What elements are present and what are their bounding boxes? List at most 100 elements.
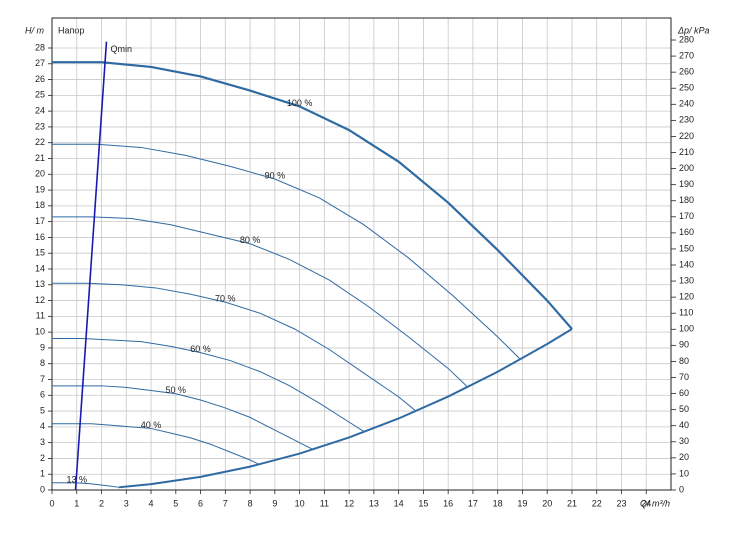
x-tick-label: 17 [468, 498, 478, 508]
y-tick-label: 7 [40, 374, 45, 384]
y2-tick-label: 150 [679, 243, 694, 253]
y-tick-label: 22 [35, 137, 45, 147]
x-tick-label: 10 [295, 498, 305, 508]
x-tick-label: 23 [616, 498, 626, 508]
y2-tick-label: 10 [679, 468, 689, 478]
x-tick-label: 18 [493, 498, 503, 508]
speed-curve [52, 143, 521, 360]
y2-tick-label: 0 [679, 484, 684, 494]
limit-curve [118, 328, 573, 489]
y-tick-label: 19 [35, 184, 45, 194]
y-tick-label: 9 [40, 342, 45, 352]
y2-tick-label: 70 [679, 372, 689, 382]
y-tick-label: 15 [35, 248, 45, 258]
y-tick-label: 28 [35, 42, 45, 52]
y-tick-label: 13 [35, 279, 45, 289]
y-tick-label: 26 [35, 74, 45, 84]
y-tick-label: 16 [35, 232, 45, 242]
y2-tick-label: 60 [679, 388, 689, 398]
y2-tick-label: 100 [679, 324, 694, 334]
y-tick-label: 10 [35, 327, 45, 337]
y-tick-label: 21 [35, 153, 45, 163]
plot-border [51, 17, 672, 491]
y2-tick-label: 230 [679, 115, 694, 125]
y-tick-label: 6 [40, 390, 45, 400]
y-tick-label: 27 [35, 58, 45, 68]
y2-tick-label: 270 [679, 50, 694, 60]
x-tick-label: 8 [248, 498, 253, 508]
y-tick-label: 20 [35, 169, 45, 179]
y2-tick-label: 130 [679, 275, 694, 285]
x-tick-label: 3 [124, 498, 129, 508]
speed-curve [52, 385, 313, 450]
y2-tick-label: 140 [679, 259, 694, 269]
x-tick-label: 11 [320, 498, 329, 508]
x-tick-label: 9 [272, 498, 277, 508]
y-tick-label: 4 [40, 421, 45, 431]
y-tick-label: 23 [35, 121, 45, 131]
x-tick-label: 19 [517, 498, 527, 508]
y2-tick-label: 190 [679, 179, 694, 189]
speed-curve [52, 216, 469, 388]
y2-tick-label: 30 [679, 436, 689, 446]
speed-curve [52, 282, 417, 412]
y-tick-label: 14 [35, 263, 45, 273]
y-tick-label: 2 [40, 453, 45, 463]
x-tick-label: 4 [149, 498, 154, 508]
x-tick-label: 16 [443, 498, 453, 508]
x-tick-label: 14 [394, 498, 404, 508]
y-title: Напор [58, 25, 84, 35]
x-tick-label: 12 [344, 498, 354, 508]
y2-tick-label: 260 [679, 67, 694, 77]
x-tick-label: 13 [369, 498, 379, 508]
x-tick-label: 24 [641, 498, 651, 508]
x-tick-label: 22 [592, 498, 602, 508]
curve-label: 70 % [215, 294, 236, 304]
y-axis-label: H/ m [25, 25, 45, 35]
y-tick-label: 0 [40, 484, 45, 494]
x-tick-label: 0 [49, 498, 54, 508]
x-tick-label: 15 [418, 498, 428, 508]
y2-tick-label: 180 [679, 195, 694, 205]
curve-label: 100 % [287, 98, 313, 108]
x-tick-label: 2 [99, 498, 104, 508]
y2-tick-label: 40 [679, 420, 689, 430]
qmin-line [74, 41, 108, 491]
x-tick-label: 21 [567, 498, 577, 508]
y-tick-label: 12 [35, 295, 45, 305]
curve-label: 80 % [240, 235, 261, 245]
y-tick-label: 17 [35, 216, 45, 226]
speed-curve [52, 423, 261, 466]
y-tick-label: 5 [40, 405, 45, 415]
x-tick-label: 6 [198, 498, 203, 508]
curve-label: 60 % [190, 344, 211, 354]
x-axis-label: Q/ m³/h [640, 498, 670, 508]
y2-tick-label: 80 [679, 356, 689, 366]
y2-tick-label: 280 [679, 34, 694, 44]
y-tick-label: 3 [40, 437, 45, 447]
y2-tick-label: 160 [679, 227, 694, 237]
speed-curve [52, 337, 365, 433]
y2-tick-label: 120 [679, 292, 694, 302]
y2-tick-label: 170 [679, 211, 694, 221]
y2-tick-label: 50 [679, 404, 689, 414]
curve-label: 90 % [265, 170, 286, 180]
x-tick-label: 20 [542, 498, 552, 508]
y2-axis-label: Δp/ kPa [677, 25, 710, 35]
y2-tick-label: 90 [679, 340, 689, 350]
y2-tick-label: 200 [679, 163, 694, 173]
y2-tick-label: 20 [679, 452, 689, 462]
y2-tick-label: 240 [679, 99, 694, 109]
x-tick-label: 1 [74, 498, 79, 508]
y-tick-label: 25 [35, 90, 45, 100]
curve-label: 50 % [166, 385, 187, 395]
y-tick-label: 11 [36, 311, 45, 321]
x-tick-label: 5 [173, 498, 178, 508]
y-tick-label: 18 [35, 200, 45, 210]
x-tick-label: 7 [223, 498, 228, 508]
y-tick-label: 1 [40, 469, 45, 479]
qmin-label: Qmin [110, 44, 132, 54]
y-tick-label: 8 [40, 358, 45, 368]
y2-tick-label: 210 [679, 147, 694, 157]
